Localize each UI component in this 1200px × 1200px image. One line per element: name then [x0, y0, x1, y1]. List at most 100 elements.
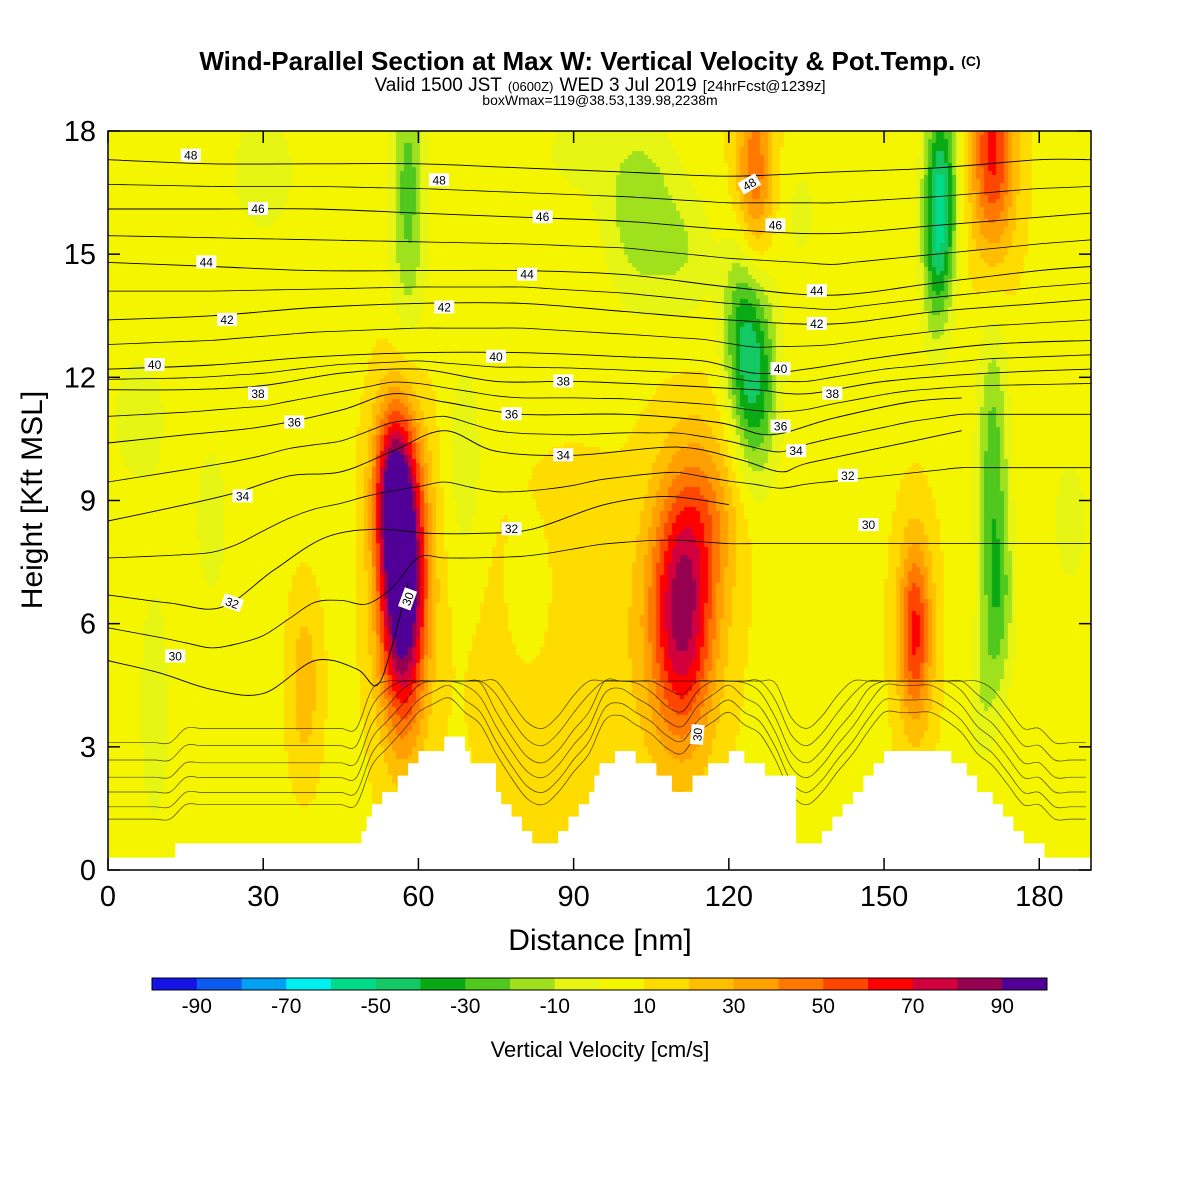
- isoline-intermediate: [108, 381, 1091, 417]
- contour-label-bg: [501, 407, 522, 421]
- isoline-34: [108, 430, 962, 522]
- contour-label-text: 38: [251, 387, 265, 401]
- contour-label-bg: [553, 374, 574, 388]
- contour-label-text: 38: [557, 374, 571, 388]
- isoline-intermediate: [108, 539, 1091, 649]
- isoline-intermediate: [108, 184, 1091, 204]
- x-axis-label: Distance [nm]: [508, 924, 691, 957]
- contour-label: 40: [144, 358, 165, 372]
- colorbar-swatch: [689, 978, 735, 990]
- colorbar-swatch: [957, 978, 1003, 990]
- x-axis: 0 30 60 90 120 150 180: [100, 131, 1063, 913]
- colorbar-tick-label: 90: [991, 995, 1014, 1018]
- contour-label: 44: [517, 267, 538, 282]
- vertical-velocity-field: [108, 131, 1091, 870]
- colorbar-tick-label: -30: [450, 995, 480, 1018]
- contour-label-text: 46: [769, 218, 783, 232]
- y-tick-label: 6: [80, 609, 96, 641]
- contour-label-text: 48: [432, 173, 446, 187]
- contour-label: 36: [501, 407, 522, 421]
- contour-label: 30: [165, 649, 186, 664]
- x-tick-label: 60: [402, 881, 434, 913]
- contour-label-bg: [770, 362, 791, 376]
- colorbar-swatch: [510, 978, 556, 990]
- contour-label-text: 36: [288, 415, 302, 429]
- contour-label: 32: [837, 468, 858, 483]
- contour-label-text: 36: [774, 420, 788, 434]
- isoline-36: [108, 393, 962, 444]
- contour-label-text: 40: [148, 358, 162, 372]
- contour-label-text: 38: [826, 387, 840, 401]
- contour-label: 36: [284, 415, 305, 429]
- contour-label: 44: [806, 284, 827, 298]
- contour-label-text: 44: [200, 255, 214, 269]
- contour-label-text: 48: [184, 149, 198, 163]
- isoline-30: [108, 582, 409, 696]
- chart-subtitle: Valid 1500 JST (0600Z) WED 3 Jul 2019 [24hr…: [374, 75, 825, 96]
- isoline-42: [108, 298, 1091, 325]
- colorbar-tick-label: 30: [722, 995, 745, 1018]
- isoline-intermediate: [108, 354, 1091, 383]
- colorbar-tick-label: -90: [182, 995, 212, 1018]
- contour-label-text: 44: [810, 284, 824, 298]
- contour-label: 42: [216, 312, 237, 327]
- contour-label-bg: [180, 148, 201, 162]
- contour-label-text: 42: [438, 301, 452, 315]
- contour-label: 38: [553, 374, 574, 388]
- contour-label-text: 40: [489, 350, 503, 364]
- contour-label-bg: [770, 419, 791, 433]
- colorbar-swatch: [778, 978, 824, 990]
- contour-label: 32: [501, 522, 522, 536]
- subtitle-valid: Valid 1500 JST: [374, 75, 502, 96]
- contour-label: 48: [180, 148, 201, 163]
- colorbar-swatch: [241, 978, 287, 990]
- x-tick-label: 120: [705, 881, 753, 913]
- x-tick-label: 0: [100, 881, 116, 913]
- colorbar-swatch: [331, 978, 377, 990]
- colorbar-swatch: [196, 978, 242, 990]
- contour-label-bg: [220, 593, 244, 613]
- isoline-intermediate: [108, 467, 1091, 559]
- contour-label-bg: [806, 316, 827, 330]
- contour-label-text: 30: [399, 590, 417, 608]
- contour-label-text: 42: [810, 317, 824, 331]
- contour-label: 38: [822, 386, 843, 401]
- x-tick-label: 90: [557, 881, 589, 913]
- colorbar-frame: [151, 977, 1048, 991]
- colorbar-swatch: [152, 978, 198, 990]
- y-tick-label: 12: [64, 362, 96, 394]
- contour-label: 30: [858, 518, 879, 532]
- isoline-40: [108, 339, 1091, 374]
- colorbar-tick-label: 10: [633, 995, 656, 1018]
- isoline-intermediate: [108, 282, 1091, 311]
- contour-label-bg: [532, 210, 553, 224]
- colorbar-tick-label: -50: [361, 995, 391, 1018]
- chart-title: Wind-Parallel Section at Max W: Vertical…: [199, 46, 980, 76]
- y-tick-label: 15: [64, 239, 96, 271]
- colorbar-swatch: [1002, 978, 1048, 990]
- colorbar-tick-label: -10: [540, 995, 570, 1018]
- contour-label-text: 30: [690, 727, 705, 742]
- contour-label-text: 30: [169, 650, 183, 664]
- colorbar-swatch: [733, 978, 779, 990]
- contour-label: 40: [486, 349, 507, 364]
- title-main: Wind-Parallel Section at Max W: Vertical…: [199, 46, 955, 76]
- isoline-intermediate: [108, 413, 1091, 483]
- contour-label: 34: [232, 489, 253, 503]
- contour-label: 46: [765, 218, 786, 232]
- contour-label-bg: [737, 173, 762, 195]
- isoline-boundary-layer: [108, 697, 1086, 821]
- colorbar-swatch: [286, 978, 332, 990]
- contour-label-bg: [165, 649, 186, 663]
- colorbar-swatch: [554, 978, 600, 990]
- contour-label-bg: [858, 518, 879, 532]
- contour-label-text: 46: [251, 202, 265, 216]
- contour-label: 48: [429, 173, 450, 187]
- y-tick-label: 3: [80, 732, 96, 764]
- plot-area: 48 48 48 46 46 46 44 44 44 42 42 42 40 40 40 38 38 38 36 36…: [108, 131, 1091, 870]
- contour-label-bg: [553, 448, 574, 462]
- isoline-boundary-layer: [108, 679, 1086, 745]
- contour-label-text: 32: [505, 522, 519, 536]
- contour-label: 36: [770, 419, 791, 434]
- contour-label-bg: [144, 358, 165, 372]
